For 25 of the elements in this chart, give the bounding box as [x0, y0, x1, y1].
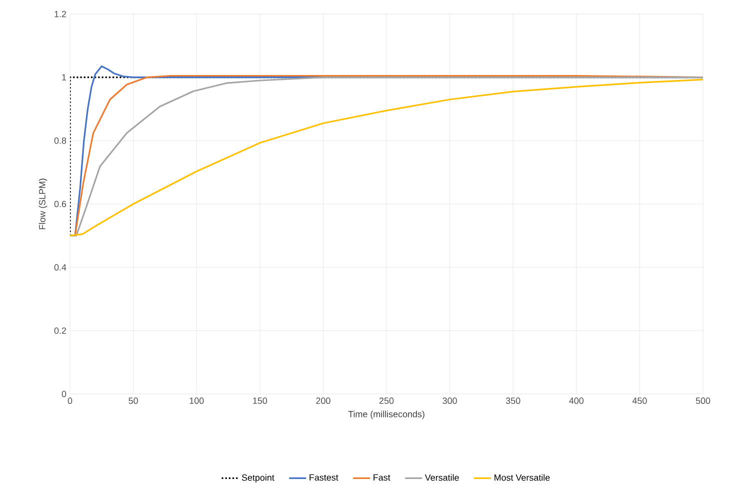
x-tick-label: 200 [316, 398, 330, 404]
y-tick-label: 1.2 [54, 10, 66, 18]
x-axis-title: Time (milliseconds) [348, 410, 424, 420]
y-axis-title: Flow (SLPM) [38, 178, 48, 230]
legend-label: Fastest [310, 474, 338, 481]
x-tick-label: 350 [506, 398, 520, 404]
y-tick-label: 0 [62, 390, 66, 398]
x-tick-label: 100 [190, 398, 204, 404]
legend-label: Versatile [424, 474, 459, 481]
x-tick-label: 0 [68, 398, 72, 404]
x-tick-label: 300 [442, 398, 457, 404]
y-tick-label: 0.4 [54, 264, 66, 271]
legend-label: Fast [374, 474, 390, 481]
x-tick-label: 250 [379, 398, 394, 404]
y-tick-label: 0.8 [54, 137, 66, 144]
x-tick-label: 450 [632, 398, 647, 404]
x-tick-label: 500 [696, 398, 710, 404]
y-tick-label: 1 [62, 74, 66, 80]
x-tick-label: 50 [128, 398, 138, 404]
y-tick-label: 0.6 [54, 200, 66, 208]
legend-label: Most Versatile [494, 474, 550, 481]
legend-label: Setpoint [242, 474, 274, 483]
x-tick-label: 150 [253, 398, 268, 404]
x-tick-label: 400 [569, 398, 584, 404]
y-tick-label: 0.2 [54, 327, 66, 334]
